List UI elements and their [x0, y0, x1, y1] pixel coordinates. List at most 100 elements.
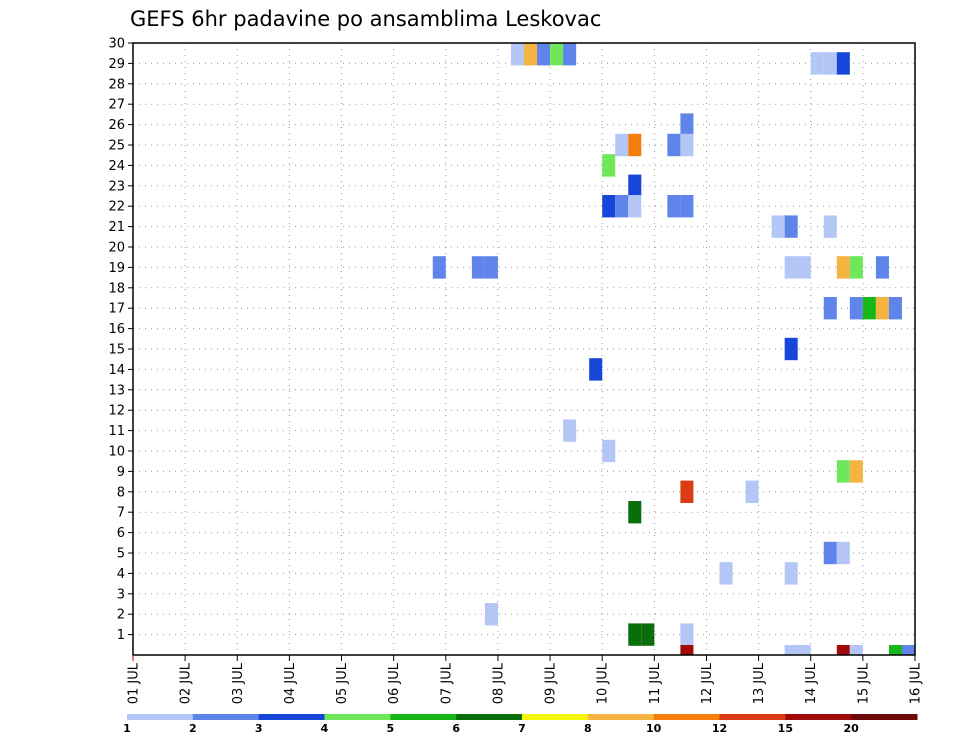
- precip-cell: [719, 562, 733, 585]
- precip-cell: [784, 562, 798, 585]
- legend-label: 8: [584, 722, 592, 735]
- legend-label: 6: [452, 722, 460, 735]
- y-tick-label: 4: [117, 567, 125, 582]
- x-tick-label: 09 JUL: [544, 662, 559, 704]
- precip-cell: [797, 645, 811, 655]
- precip-cell: [524, 43, 538, 66]
- precip-cell: [901, 645, 915, 655]
- y-tick-label: 30: [108, 37, 125, 52]
- precip-cell: [510, 43, 524, 66]
- precip-cell: [745, 480, 759, 503]
- precip-cell: [836, 460, 850, 483]
- precip-cell: [823, 541, 837, 565]
- legend-swatch: [192, 714, 260, 720]
- x-tick-label: 15 JUL: [856, 662, 871, 704]
- precip-cell: [628, 623, 642, 646]
- x-tick-label: 06 JUL: [387, 662, 402, 704]
- y-tick-label: 25: [108, 139, 125, 154]
- precip-cell: [680, 623, 694, 646]
- precip-cell: [615, 133, 629, 157]
- precip-cell: [628, 174, 642, 197]
- precip-cell: [862, 297, 876, 320]
- y-tick-label: 14: [108, 363, 125, 378]
- legend-swatch: [851, 714, 918, 720]
- chart-title: GEFS 6hr padavine po ansamblima Leskovac: [130, 7, 601, 31]
- precip-cell: [784, 337, 798, 361]
- x-tick-label: 03 JUL: [231, 662, 246, 704]
- precip-cell: [589, 358, 603, 381]
- y-tick-label: 3: [117, 587, 125, 602]
- legend-swatch: [127, 714, 194, 720]
- precip-cell: [849, 460, 863, 483]
- y-tick-label: 10: [108, 445, 125, 460]
- precip-cell: [680, 195, 694, 218]
- precipitation-cells: [432, 43, 915, 655]
- y-tick-label: 24: [108, 159, 125, 174]
- precip-cell: [784, 256, 798, 279]
- precip-cell: [484, 256, 498, 279]
- y-tick-label: 11: [108, 424, 125, 439]
- y-tick-label: 8: [117, 485, 125, 500]
- x-axis: 01 JUL 02 JUL 03 JUL 04 JUL 05 JUL 06 JUL 07 J…: [127, 655, 924, 704]
- y-tick-label: 21: [108, 220, 125, 235]
- precip-cell: [680, 480, 694, 503]
- legend-swatch: [390, 714, 457, 720]
- y-tick-label: 23: [108, 179, 125, 194]
- y-tick-label: 13: [108, 383, 125, 398]
- legend-swatch: [587, 714, 655, 720]
- precip-cell: [849, 645, 863, 655]
- y-tick-label: 6: [117, 526, 125, 541]
- y-tick-label: 18: [108, 281, 125, 296]
- legend-swatch: [719, 714, 786, 720]
- x-tick-label: 05 JUL: [335, 662, 350, 704]
- x-tick-label: 16 JUL: [909, 662, 924, 704]
- legend-label: 4: [321, 722, 329, 735]
- precip-cell: [823, 52, 837, 75]
- precip-cell: [836, 645, 850, 655]
- y-tick-label: 20: [108, 241, 125, 256]
- legend-swatch: [653, 714, 720, 720]
- precip-cell: [563, 43, 577, 66]
- precip-cell: [875, 256, 889, 279]
- y-tick-label: 15: [108, 343, 125, 358]
- precip-cell: [602, 195, 616, 218]
- precip-cell: [537, 43, 551, 66]
- y-tick-label: 22: [108, 200, 125, 215]
- y-tick-label: 19: [108, 261, 125, 276]
- x-tick-label: 10 JUL: [596, 662, 611, 704]
- precip-cell: [667, 195, 681, 218]
- precip-cell: [667, 133, 681, 157]
- precip-cell: [784, 215, 798, 238]
- legend-label: 10: [646, 722, 662, 735]
- precip-cell: [849, 297, 863, 320]
- y-tick-label: 27: [108, 98, 125, 113]
- precip-cell: [680, 133, 694, 157]
- legend-swatch: [785, 714, 852, 720]
- x-tick-label: 12 JUL: [700, 662, 715, 704]
- precip-cell: [641, 623, 655, 646]
- precip-cell: [471, 256, 485, 279]
- precip-cell: [823, 297, 837, 320]
- legend-label: 20: [844, 722, 860, 735]
- grid: [133, 43, 915, 655]
- precip-cell: [823, 215, 837, 238]
- legend-label: 5: [387, 722, 395, 735]
- y-tick-label: 26: [108, 118, 125, 133]
- legend-label: 2: [189, 722, 197, 735]
- precip-cell: [680, 113, 694, 136]
- x-tick-label: 13 JUL: [752, 662, 767, 704]
- precip-cell: [797, 256, 811, 279]
- precip-cell: [836, 541, 850, 565]
- precip-cell: [432, 256, 446, 279]
- precip-cell: [602, 154, 616, 177]
- precip-cell: [628, 195, 642, 218]
- precip-cell: [810, 52, 824, 75]
- legend-swatch: [522, 714, 589, 720]
- y-tick-label: 9: [117, 465, 125, 480]
- precip-cell: [771, 215, 785, 238]
- precip-cell: [836, 52, 850, 75]
- x-tick-label: 07 JUL: [439, 662, 454, 704]
- x-tick-label: 14 JUL: [804, 662, 819, 704]
- y-tick-label: 2: [117, 608, 125, 623]
- precip-cell: [563, 419, 577, 442]
